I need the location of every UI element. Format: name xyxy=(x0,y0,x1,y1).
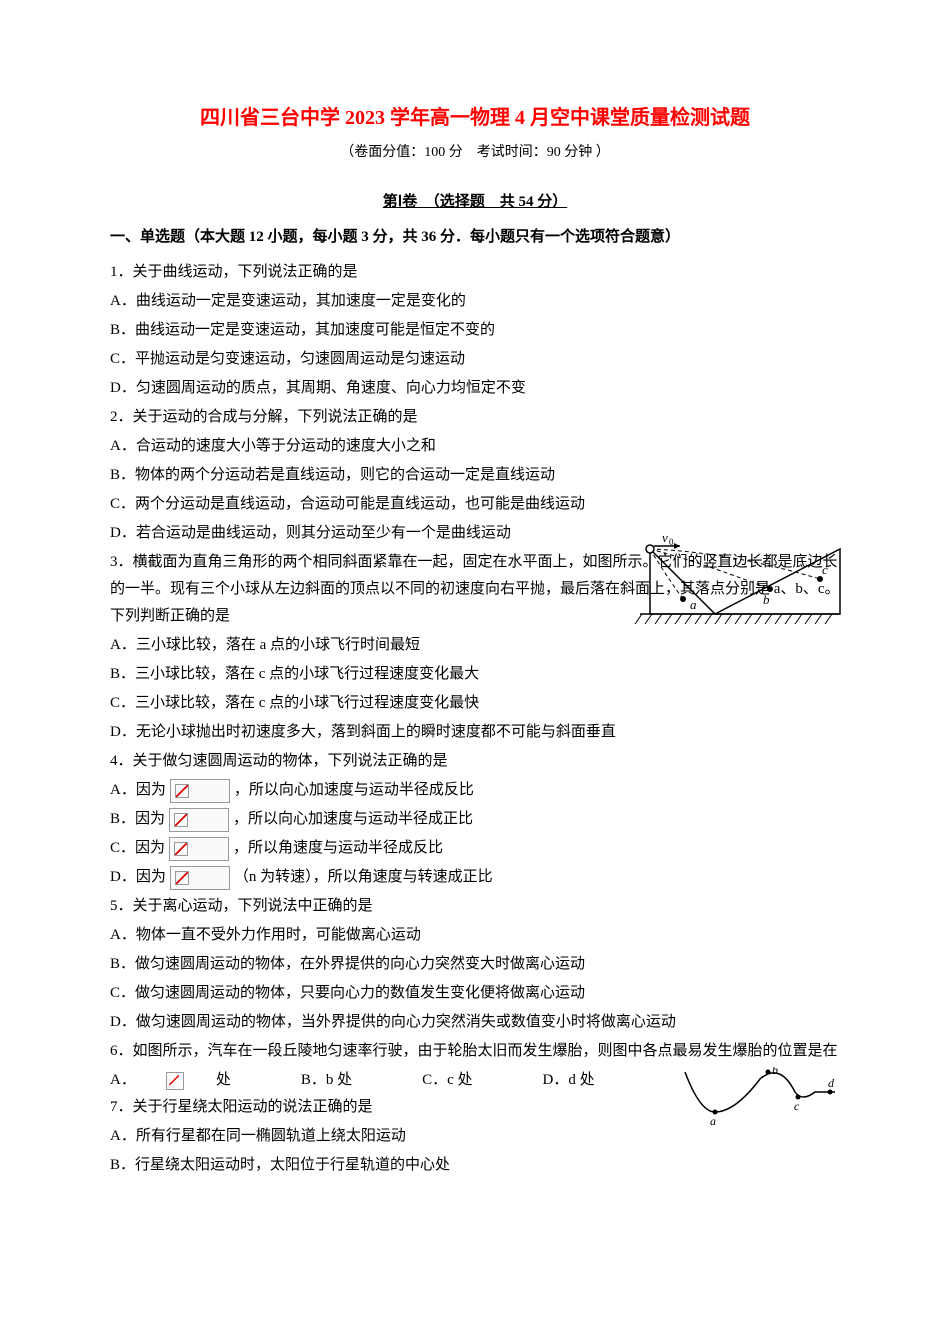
q4-a-prefix: A．因为 xyxy=(110,782,166,798)
q5-option-c: C．做匀速圆周运动的物体，只要向心力的数值发生变化便将做离心运动 xyxy=(110,980,840,1007)
formula-placeholder-icon xyxy=(166,1072,184,1090)
q3-option-a: A．三小球比较，落在 a 点的小球飞行时间最短 xyxy=(110,632,840,659)
formula-placeholder-icon xyxy=(170,866,230,890)
q4-b-suffix: ，所以向心加速度与运动半径成正比 xyxy=(233,811,473,827)
q4-a-suffix: ，所以向心加速度与运动半径成反比 xyxy=(234,782,474,798)
q2-option-a: A．合运动的速度大小等于分运动的速度大小之和 xyxy=(110,433,840,460)
question-7-stem: 7．关于行星绕太阳运动的说法正确的是 xyxy=(110,1094,840,1121)
svg-text:b: b xyxy=(763,592,770,607)
exam-subtitle: （卷面分值：100 分 考试时间：90 分钟 ） xyxy=(110,140,840,165)
q5-option-a: A．物体一直不受外力作用时，可能做离心运动 xyxy=(110,922,840,949)
q4-c-suffix: ，所以角速度与运动半径成反比 xyxy=(233,840,443,856)
svg-text:v: v xyxy=(662,534,668,545)
q4-b-prefix: B．因为 xyxy=(110,811,165,827)
q7-option-a: A．所有行星都在同一椭圆轨道上绕太阳运动 xyxy=(110,1123,840,1150)
formula-placeholder-icon xyxy=(169,808,229,832)
q6-option-c: C．c 处 xyxy=(422,1067,472,1094)
section-header: 第Ⅰ卷 （选择题 共 54 分） xyxy=(110,189,840,216)
question-6-stem: 6．如图所示，汽车在一段丘陵地匀速率行驶，由于轮胎太旧而发生爆胎，则图中各点最易… xyxy=(110,1038,840,1065)
q7-option-b: B．行星绕太阳运动时，太阳位于行星轨道的中心处 xyxy=(110,1152,840,1179)
svg-text:0: 0 xyxy=(669,537,674,547)
svg-text:d: d xyxy=(828,1076,835,1090)
instruction: 一、单选题（本大题 12 小题，每小题 3 分，共 36 分．每小题只有一个选项… xyxy=(110,224,840,251)
q3-option-b: B．三小球比较，落在 c 点的小球飞行过程速度变化最大 xyxy=(110,661,840,688)
question-1-stem: 1．关于曲线运动，下列说法正确的是 xyxy=(110,259,840,286)
q3-option-d: D．无论小球抛出时初速度多大，落到斜面上的瞬时速度都不可能与斜面垂直 xyxy=(110,719,840,746)
q4-option-a: A．因为 ，所以向心加速度与运动半径成反比 xyxy=(110,777,840,804)
q4-option-d: D．因为 （n 为转速），所以角速度与转速成正比 xyxy=(110,864,840,891)
q1-option-d: D．匀速圆周运动的质点，其周期、角速度、向心力均恒定不变 xyxy=(110,375,840,402)
q4-c-prefix: C．因为 xyxy=(110,840,165,856)
exam-title: 四川省三台中学 2023 学年高一物理 4 月空中课堂质量检测试题 xyxy=(110,100,840,136)
question-4-stem: 4．关于做匀速圆周运动的物体，下列说法正确的是 xyxy=(110,748,840,775)
q6-option-d: D．d 处 xyxy=(543,1067,595,1094)
q4-d-prefix: D．因为 xyxy=(110,869,166,885)
q1-option-b: B．曲线运动一定是变速运动，其加速度可能是恒定不变的 xyxy=(110,317,840,344)
question-5-stem: 5．关于离心运动，下列说法中正确的是 xyxy=(110,893,840,920)
svg-text:c: c xyxy=(822,562,828,577)
q1-option-a: A．曲线运动一定是变速运动，其加速度一定是变化的 xyxy=(110,288,840,315)
q2-option-b: B．物体的两个分运动若是直线运动，则它的合运动一定是直线运动 xyxy=(110,462,840,489)
q3-option-c: C．三小球比较，落在 c 点的小球飞行过程速度变化最快 xyxy=(110,690,840,717)
formula-placeholder-icon xyxy=(170,779,230,803)
q6-a-suffix: 处 xyxy=(216,1072,231,1088)
svg-text:a: a xyxy=(690,597,697,612)
q5-option-b: B．做匀速圆周运动的物体，在外界提供的向心力突然变大时做离心运动 xyxy=(110,951,840,978)
svg-text:b: b xyxy=(772,1067,778,1077)
q6-option-b: B．b 处 xyxy=(301,1067,352,1094)
q1-option-c: C．平抛运动是匀变速运动，匀速圆周运动是匀速运动 xyxy=(110,346,840,373)
q5-option-d: D．做匀速圆周运动的物体，当外界提供的向心力突然消失或数值变小时将做离心运动 xyxy=(110,1009,840,1036)
q2-option-c: C．两个分运动是直线运动，合运动可能是直线运动，也可能是曲线运动 xyxy=(110,491,840,518)
q6-a-prefix: A． xyxy=(110,1072,136,1088)
q4-option-b: B．因为 ，所以向心加速度与运动半径成正比 xyxy=(110,806,840,833)
figure-q3: v 0 a b c xyxy=(630,534,845,629)
q6-option-a: A． 处 xyxy=(110,1067,231,1094)
formula-placeholder-icon xyxy=(169,837,229,861)
q4-d-suffix: （n 为转速），所以角速度与转速成正比 xyxy=(234,869,493,885)
question-2-stem: 2．关于运动的合成与分解，下列说法正确的是 xyxy=(110,404,840,431)
q4-option-c: C．因为 ，所以角速度与运动半径成反比 xyxy=(110,835,840,862)
